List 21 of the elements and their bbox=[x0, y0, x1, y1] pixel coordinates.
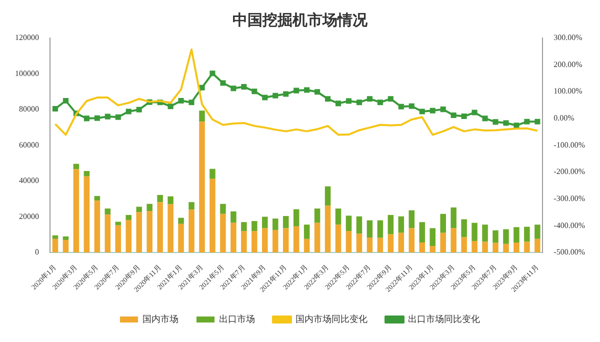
y-tick-label: 80000 bbox=[19, 104, 39, 114]
y-tick-label: 20000 bbox=[19, 212, 39, 221]
y-tick-label: 0 bbox=[35, 248, 39, 257]
legend-label: 出口市场 bbox=[219, 314, 255, 324]
y-tick-label: 40000 bbox=[19, 176, 39, 186]
legend-label: 国内市场同比变化 bbox=[296, 314, 368, 324]
legend-label: 出口市场同比变化 bbox=[408, 314, 480, 324]
y2-tick-label: -100.00% bbox=[554, 140, 586, 150]
y-tick-label: 60000 bbox=[19, 140, 39, 150]
y-tick-label: 100000 bbox=[15, 68, 39, 78]
chart-title: 中国挖掘机市场情况 bbox=[232, 10, 368, 29]
y2-tick-label: 100.00% bbox=[554, 86, 583, 96]
y2-tick-label: -400.00% bbox=[554, 220, 586, 230]
legend-label: 国内市场 bbox=[142, 314, 178, 324]
y2-tick-label: -200.00% bbox=[554, 167, 586, 176]
y-tick-label: 120000 bbox=[15, 33, 39, 42]
y2-tick-label: 200.00% bbox=[554, 60, 583, 69]
y2-tick-label: -500.00% bbox=[554, 248, 586, 257]
y2-tick-label: 300.00% bbox=[554, 33, 583, 42]
y2-tick-label: 0.00% bbox=[554, 114, 575, 123]
y2-tick-label: -300.00% bbox=[554, 194, 586, 203]
